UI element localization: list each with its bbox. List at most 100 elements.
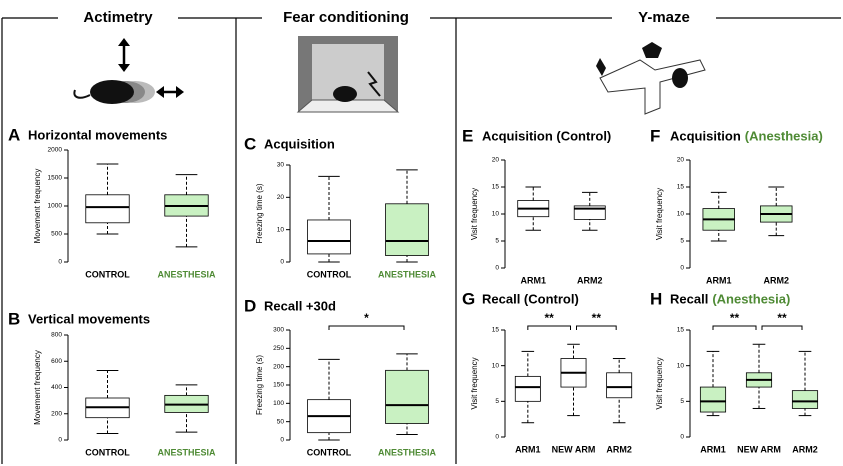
x-tick-label: NEW ARM (552, 444, 596, 454)
panel-title-suffix: (Anesthesia) (712, 291, 790, 306)
y-tick-label: 0 (58, 437, 62, 444)
significance-label: * (364, 311, 369, 325)
y-tick-label: 15 (677, 327, 685, 334)
y-tick-label: 200 (51, 410, 62, 417)
y-maze-icon (596, 42, 706, 115)
significance-label: ** (592, 311, 602, 325)
y-tick-label: 20 (677, 157, 685, 164)
box (699, 386, 727, 413)
panel-letter: B (8, 309, 20, 328)
y-tick-label: 0 (495, 265, 499, 272)
y-axis-label: Freezing time (s) (255, 183, 264, 243)
y-tick-label: 5 (680, 238, 684, 245)
panel-title: Acquisition (264, 136, 335, 151)
x-tick-label: NEW ARM (737, 444, 781, 454)
y-tick-label: 5 (680, 398, 684, 405)
significance-bracket (328, 325, 405, 330)
y-tick-label: 500 (51, 231, 62, 238)
x-tick-label: CONTROL (307, 447, 352, 457)
x-tick-label: ARM1 (515, 444, 541, 454)
x-tick-label: ANESTHESIA (378, 269, 437, 279)
y-tick-label: 50 (277, 418, 285, 425)
y-tick-label: 30 (277, 162, 285, 169)
panel-title: Acquisition (Control) (482, 128, 611, 143)
y-tick-label: 100 (273, 400, 284, 407)
significance-label: ** (777, 311, 787, 325)
panel-letter: F (650, 126, 660, 145)
section-title: Y-maze (638, 9, 690, 26)
y-tick-label: 15 (677, 184, 685, 191)
y-tick-label: 0 (680, 265, 684, 272)
y-tick-label: 0 (495, 434, 499, 441)
panel-letter: H (650, 289, 662, 308)
panel-title: Recall (Control) (482, 291, 579, 306)
panel-title: Recall +30d (264, 298, 336, 313)
panel-title: Acquisition (670, 128, 741, 143)
significance-bracket (712, 325, 757, 330)
fear-box-icon (296, 36, 400, 113)
x-tick-label: ANESTHESIA (157, 269, 216, 279)
y-tick-label: 10 (677, 362, 685, 369)
section-title: Fear conditioning (283, 9, 409, 26)
significance-bracket (527, 325, 571, 330)
box (85, 194, 130, 224)
box (791, 390, 819, 409)
y-tick-label: 10 (277, 226, 285, 233)
y-axis-label: Movement frequency (33, 169, 42, 244)
y-tick-label: 5 (495, 398, 499, 405)
x-tick-label: ARM1 (706, 275, 732, 285)
box (385, 203, 429, 256)
y-tick-label: 800 (51, 332, 62, 339)
panel-letter: E (462, 126, 473, 145)
x-tick-label: ARM2 (577, 275, 603, 285)
y-axis-label: Visit frequency (470, 188, 479, 240)
y-tick-label: 10 (677, 211, 685, 218)
y-axis-label: Visit frequency (470, 357, 479, 409)
y-tick-label: 300 (273, 327, 284, 334)
y-tick-label: 0 (280, 437, 284, 444)
significance-bracket (761, 325, 803, 330)
box (385, 369, 429, 424)
y-tick-label: 250 (273, 345, 284, 352)
y-tick-label: 0 (680, 434, 684, 441)
y-tick-label: 2000 (48, 147, 63, 154)
x-tick-label: CONTROL (307, 269, 352, 279)
y-tick-label: 15 (492, 327, 500, 334)
panel-title-suffix: (Anesthesia) (745, 128, 823, 143)
panel-letter: D (244, 296, 256, 315)
x-tick-label: CONTROL (85, 447, 130, 457)
x-tick-label: ARM1 (520, 275, 546, 285)
y-tick-label: 600 (51, 358, 62, 365)
x-tick-label: ARM2 (763, 275, 789, 285)
frame (1, 17, 841, 464)
y-tick-label: 15 (492, 184, 500, 191)
y-tick-label: 150 (273, 382, 284, 389)
x-tick-label: ANESTHESIA (157, 447, 216, 457)
y-axis-label: Visit frequency (655, 188, 664, 240)
y-axis-label: Freezing time (s) (255, 355, 264, 415)
panel-title: Horizontal movements (28, 127, 167, 142)
y-tick-label: 1000 (48, 203, 63, 210)
section-title: Actimetry (83, 9, 153, 26)
x-tick-label: CONTROL (85, 269, 130, 279)
box (514, 375, 541, 402)
significance-label: ** (544, 311, 554, 325)
x-tick-label: ARM2 (792, 444, 818, 454)
panel-letter: A (8, 125, 20, 144)
significance-label: ** (730, 311, 740, 325)
y-tick-label: 20 (277, 194, 285, 201)
y-tick-label: 200 (273, 363, 284, 370)
y-tick-label: 1500 (48, 175, 63, 182)
y-tick-label: 0 (58, 259, 62, 266)
y-tick-label: 10 (492, 211, 500, 218)
panel-letter: C (244, 134, 256, 153)
y-tick-label: 5 (495, 238, 499, 245)
panel-letter: G (462, 289, 475, 308)
y-tick-label: 20 (492, 157, 500, 164)
x-tick-label: ANESTHESIA (378, 447, 437, 457)
y-axis-label: Movement frequency (33, 350, 42, 425)
box (606, 372, 633, 399)
significance-bracket (576, 325, 617, 330)
y-tick-label: 400 (51, 384, 62, 391)
